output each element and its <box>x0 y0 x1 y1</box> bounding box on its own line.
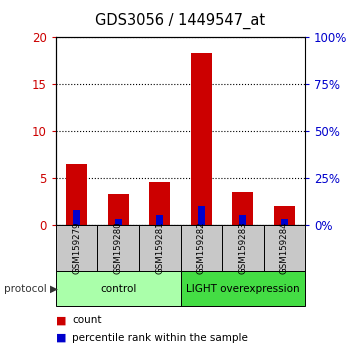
Text: control: control <box>100 284 136 293</box>
Text: GSM159282: GSM159282 <box>197 222 206 274</box>
Text: GSM159284: GSM159284 <box>280 222 289 274</box>
Text: percentile rank within the sample: percentile rank within the sample <box>72 333 248 343</box>
Text: protocol ▶: protocol ▶ <box>4 284 58 293</box>
Bar <box>239 215 247 225</box>
Text: GSM159279: GSM159279 <box>72 222 81 274</box>
Text: ■: ■ <box>56 333 66 343</box>
Text: GSM159281: GSM159281 <box>155 222 164 274</box>
Bar <box>232 192 253 225</box>
Bar <box>274 206 295 225</box>
Bar <box>66 164 87 225</box>
Text: count: count <box>72 315 102 325</box>
Bar <box>108 194 129 225</box>
Bar <box>114 219 122 225</box>
Bar <box>149 182 170 225</box>
Bar <box>280 219 288 225</box>
Bar <box>191 53 212 225</box>
Text: ■: ■ <box>56 315 66 325</box>
Text: GSM159283: GSM159283 <box>238 222 247 274</box>
Text: GSM159280: GSM159280 <box>114 222 123 274</box>
Text: GDS3056 / 1449547_at: GDS3056 / 1449547_at <box>95 12 266 29</box>
Bar <box>156 215 164 225</box>
Bar <box>197 206 205 225</box>
Text: LIGHT overexpression: LIGHT overexpression <box>186 284 300 293</box>
Bar <box>73 210 81 225</box>
